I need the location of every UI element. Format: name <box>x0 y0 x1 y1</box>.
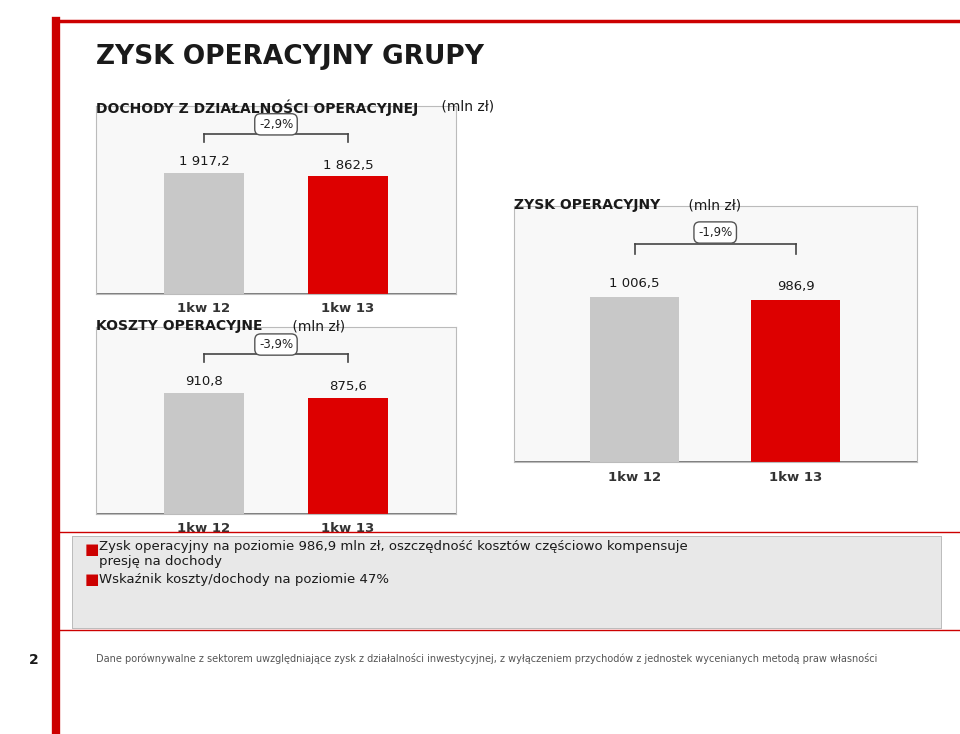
Bar <box>164 393 244 514</box>
Text: 2: 2 <box>29 653 38 667</box>
Text: Zysk operacyjny na poziomie 986,9 mln zł, oszczędność kosztów częściowo kompensu: Zysk operacyjny na poziomie 986,9 mln zł… <box>99 540 687 553</box>
Text: (mln zł): (mln zł) <box>684 198 742 212</box>
Text: Wskaźnik koszty/dochody na poziomie 47%: Wskaźnik koszty/dochody na poziomie 47% <box>99 573 389 586</box>
Text: Dane porównywalne z sektorem uwzględniające zysk z działalności inwestycyjnej, z: Dane porównywalne z sektorem uwzględniaj… <box>96 653 877 664</box>
Bar <box>308 176 388 294</box>
Text: ■: ■ <box>84 573 99 587</box>
Text: presję na dochody: presję na dochody <box>99 555 222 568</box>
Bar <box>590 297 679 462</box>
Bar <box>752 300 840 462</box>
Text: ZYSK OPERACYJNY GRUPY: ZYSK OPERACYJNY GRUPY <box>96 44 484 70</box>
Text: 875,6: 875,6 <box>329 380 367 393</box>
Text: 986,9: 986,9 <box>777 280 815 294</box>
Bar <box>308 398 388 514</box>
Text: ZYSK OPERACYJNY: ZYSK OPERACYJNY <box>514 198 660 212</box>
Text: (mln zł): (mln zł) <box>288 319 346 333</box>
Text: (mln zł): (mln zł) <box>437 99 494 113</box>
Text: 1 862,5: 1 862,5 <box>323 159 373 172</box>
Text: ■: ■ <box>84 542 99 556</box>
Text: DOCHODY Z DZIAŁALNOŚCI OPERACYJNEJ: DOCHODY Z DZIAŁALNOŚCI OPERACYJNEJ <box>96 99 419 115</box>
Text: KOSZTY OPERACYJNE: KOSZTY OPERACYJNE <box>96 319 262 333</box>
Text: 1 917,2: 1 917,2 <box>179 155 229 168</box>
Text: -3,9%: -3,9% <box>259 338 293 351</box>
Bar <box>164 172 244 294</box>
Text: 910,8: 910,8 <box>185 375 223 388</box>
Text: -1,9%: -1,9% <box>698 226 732 239</box>
Text: -2,9%: -2,9% <box>259 118 293 131</box>
Text: 1 006,5: 1 006,5 <box>610 277 660 290</box>
